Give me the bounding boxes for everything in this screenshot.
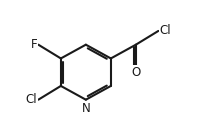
Text: O: O	[131, 66, 140, 79]
Text: F: F	[31, 38, 37, 51]
Text: Cl: Cl	[26, 93, 37, 106]
Text: N: N	[81, 102, 90, 115]
Text: Cl: Cl	[159, 24, 171, 37]
